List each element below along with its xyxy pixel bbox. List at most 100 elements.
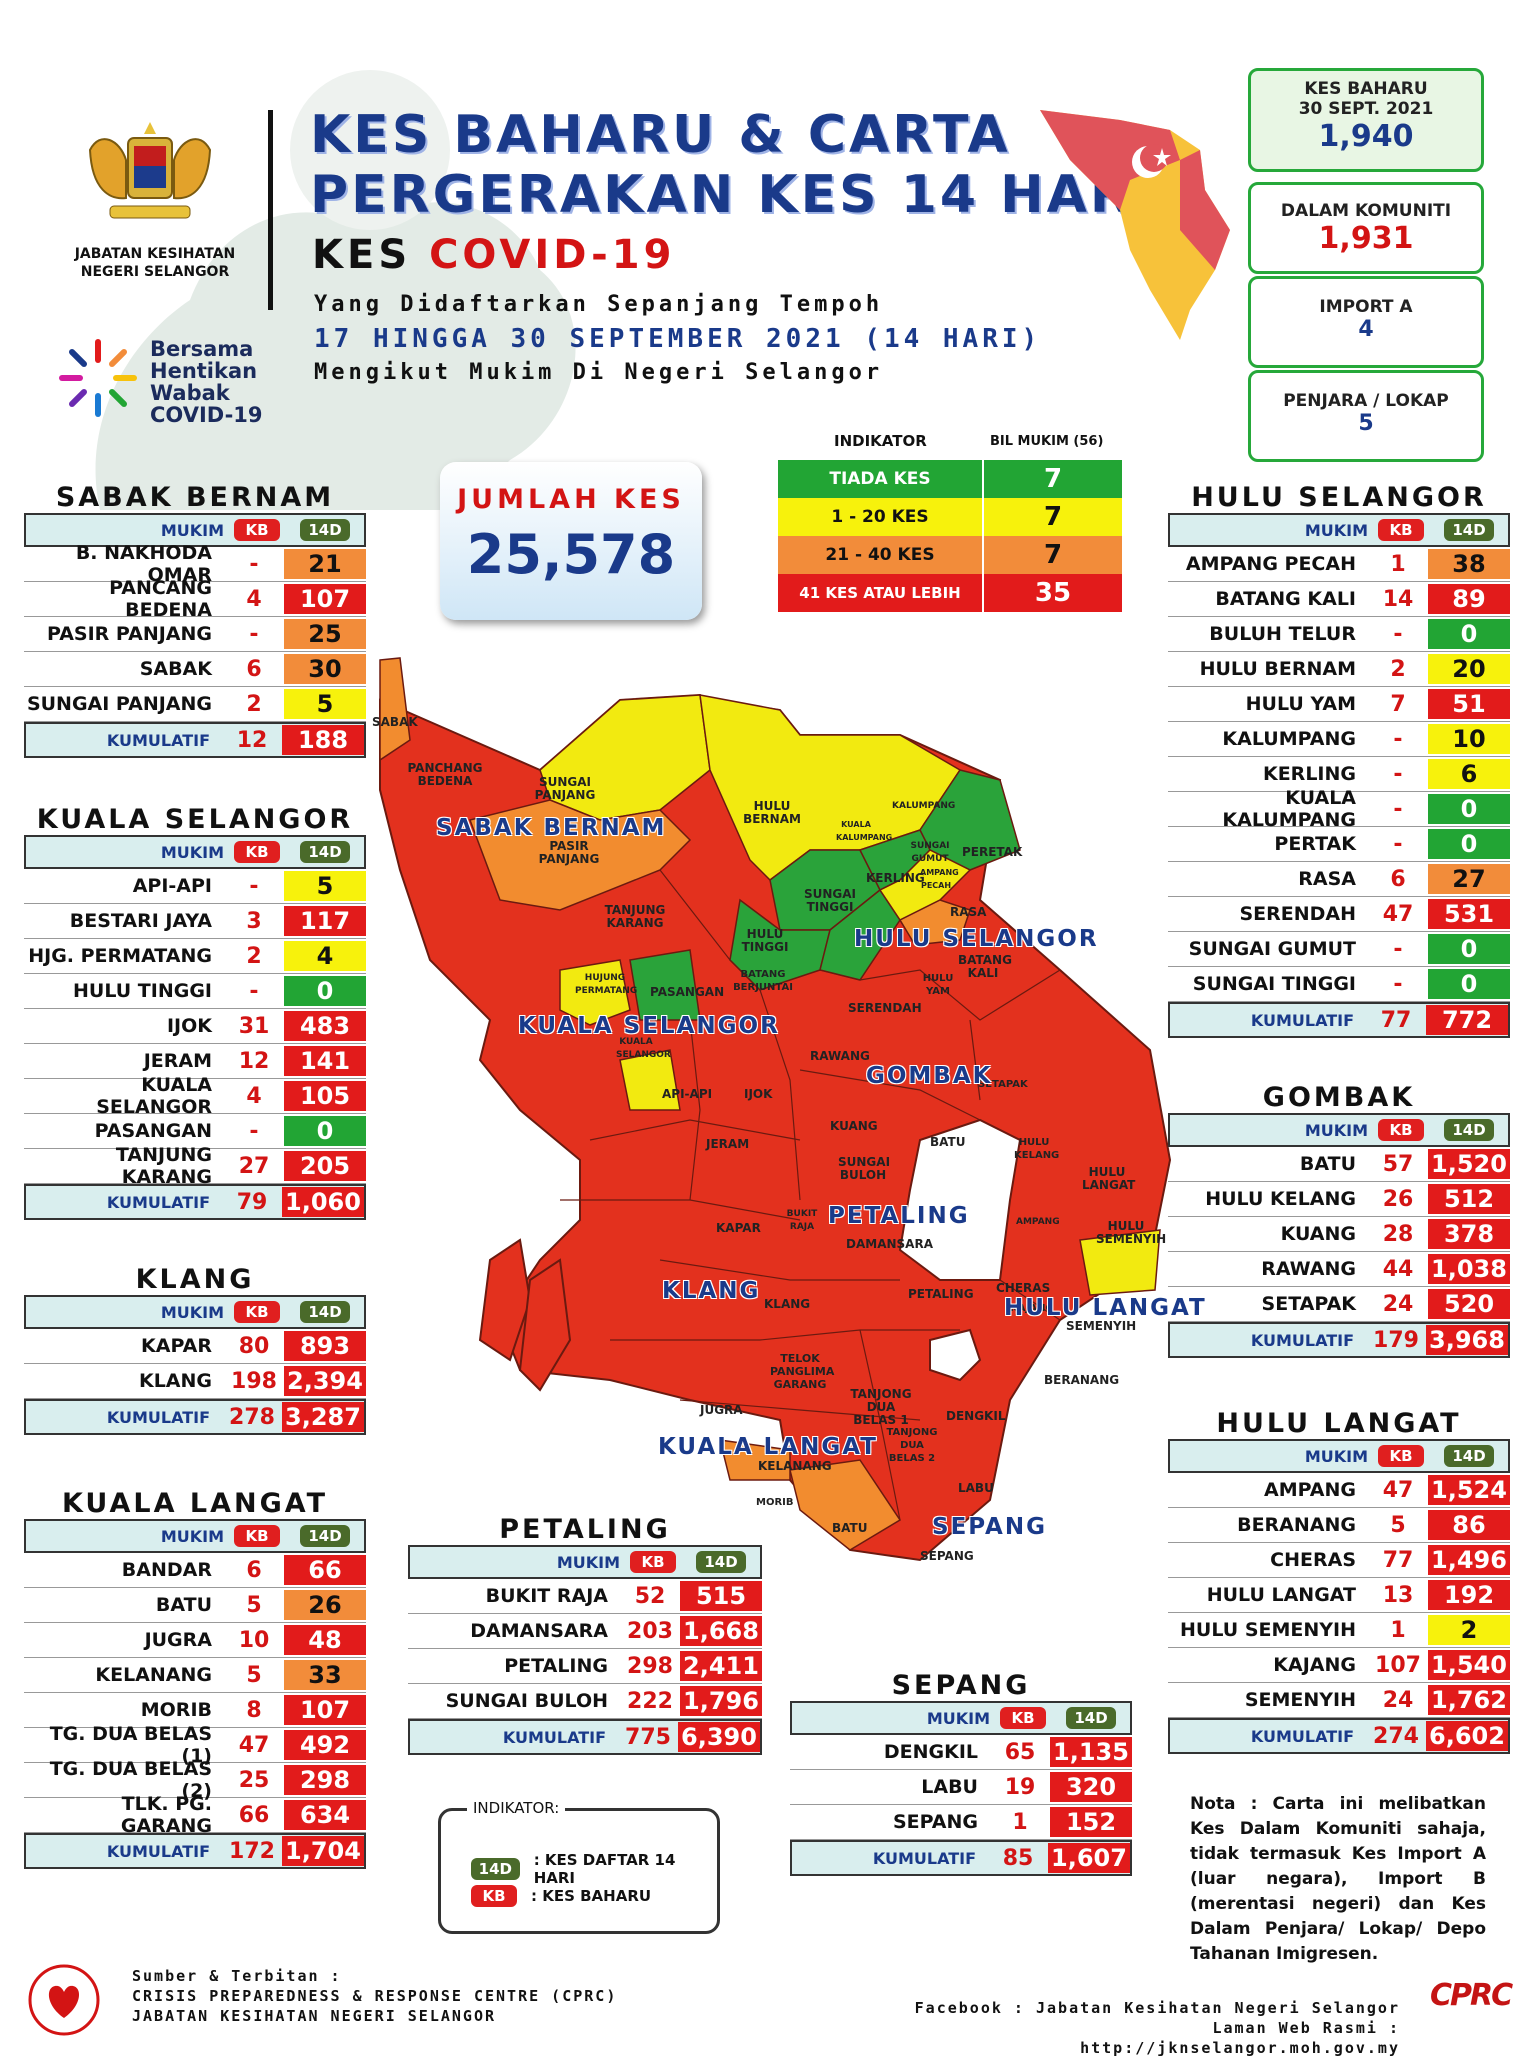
mukim-14d-value: 26 [284,1590,366,1620]
map-rasa [898,899,971,946]
map-label-telok-panglima-garang: TELOK PANGLIMA GARANG [770,1352,835,1391]
district-header-row: MUKIM KB 14D [24,513,366,547]
cprc-logo-text: CPRC [1430,1978,1513,2013]
kes-covid-label: COVID-19 [429,232,676,278]
mukim-kb-value: 298 [627,1653,673,1679]
indikator-row-1-20: 1 - 20 KES 7 [778,498,1122,536]
mukim-kb-value: 3 [246,908,262,934]
indikator-count: 7 [1043,464,1063,494]
mukim-14d-value: 520 [1428,1289,1510,1319]
map-label-hulu-langat: HULU LANGAT [1082,1165,1136,1192]
mukim-name: SEMENYIH [1244,1689,1356,1711]
bersama-line-4: COVID-19 [150,403,263,427]
mukim-kb-value: 5 [246,1592,262,1618]
kb-header-pill: KB [1378,1445,1424,1467]
kb-header-pill: KB [234,519,280,541]
mukim-14d-value: 2,394 [284,1366,366,1396]
mukim-header: MUKIM [160,1302,224,1322]
legend-kb-text: : KES BAHARU [531,1887,652,1905]
map-label-sungai-gumut: SUNGAI GUMUT [910,841,950,864]
mukim-kb-value: 2 [1390,656,1406,682]
mukim-row: KERLING -6 [1168,757,1510,792]
legend-14d: 14D : KES DAFTAR 14 HARI [471,1851,717,1887]
mukim-name: TANJUNG KARANG [115,1144,212,1188]
mukim-kb-value: 52 [634,1583,666,1609]
mukim-name: API-API [132,875,212,897]
mukim-14d-value: 10 [1428,724,1510,754]
mukim-name: CHERAS [1270,1549,1356,1571]
district-title: HULU SELANGOR [1191,482,1487,513]
mukim-14d-value: 30 [284,654,366,684]
org-line-1: JABATAN KESIHATAN [74,246,236,262]
mukim-14d-value: 1,796 [680,1686,762,1716]
mukim-row: IJOK 31 483 [24,1009,366,1044]
map-label-damansara: DAMANSARA [846,1237,933,1251]
map-putrajaya [929,1328,982,1382]
mukim-name: KERLING [1262,763,1356,785]
mukim-name: KUANG [1280,1223,1356,1245]
indikator-head-right: BIL MUKIM (56) [990,434,1104,449]
kes-covid-heading: KES COVID-19 [312,232,675,278]
mukim-kb-value: 198 [231,1368,277,1394]
stat-kes-baharu-date: 30 SEPT. 2021 [1298,99,1434,119]
kumulatif-label: KUMULATIF [502,1727,606,1747]
map-api-api [619,1049,681,1111]
stat-kes-baharu-value: 1,940 [1318,119,1414,154]
mukim-name: TLK. PG. GARANG [120,1793,212,1837]
mukim-14d-value: 0 [1428,969,1510,999]
map-label-kuang: KUANG [830,1119,878,1133]
mukim-14d-value: 51 [1428,689,1510,719]
map-label-labu: LABU [958,1481,994,1495]
district-table-kuala-selangor: KUALA SELANGOR MUKIM KB 14D API-API -5 BESTARI… [24,804,366,1220]
map-label-jeram: JERAM [706,1137,750,1151]
kumulatif-row: KUMULATIF 179 3,968 [1168,1322,1510,1358]
mukim-row: BATU 57 1,520 [1168,1147,1510,1182]
kumulatif-kb-value: 79 [236,1189,268,1215]
mukim-name: PETALING [504,1655,608,1677]
map-label-petaling: PETALING [908,1287,974,1301]
mukim-name: PERTAK [1274,833,1356,855]
mukim-kb-value: 222 [627,1688,673,1714]
mukim-kb-value: 44 [1382,1256,1414,1282]
kumulatif-kb-value: 179 [1373,1327,1419,1353]
mukim-row: PETALING 298 2,411 [408,1649,762,1684]
map-sabak [379,657,411,762]
mukim-name: HULU TINGGI [73,980,212,1002]
kumulatif-14d-value: 3,287 [282,1402,364,1432]
mukim-row: KLANG 198 2,394 [24,1364,366,1399]
mukim-row: SUNGAI PANJANG 2 5 [24,687,366,722]
kumulatif-14d-value: 1,060 [282,1187,364,1217]
map-label-sepang: SEPANG [920,1549,974,1563]
subtitle-3: Mengikut Mukim Di Negeri Selangor [314,360,884,385]
mukim-14d-value: 1,524 [1428,1475,1510,1505]
footer-source: Sumber & Terbitan : CRISIS PREPAREDNESS … [132,1966,617,2026]
mukim-kb-value: 6 [246,656,262,682]
mukim-14d-value: 1,496 [1428,1545,1510,1575]
title-line-2: PERGERAKAN KES 14 HARI [310,165,1156,225]
mukim-name: KALUMPANG [1222,728,1356,750]
mukim-row: HULU BERNAM 2 20 [1168,652,1510,687]
mukim-row: SEMENYIH 24 1,762 [1168,1683,1510,1718]
mukim-14d-value: 2 [1428,1615,1510,1645]
mukim-row: SEPANG 1 152 [790,1805,1132,1840]
map-label-batu-klg: BATU [832,1521,868,1535]
title-line-1: KES BAHARU & CARTA [310,105,1011,165]
mukim-14d-value: 107 [284,1695,366,1725]
district-header-row: MUKIM KB 14D [408,1545,762,1579]
mukim-kb-value: - [249,551,259,577]
kumulatif-14d-value: 1,607 [1048,1843,1130,1873]
mukim-row: RASA 6 27 [1168,862,1510,897]
kb-header-pill: KB [234,841,280,863]
map-label-hulu-kelang: HULU KELANG [1014,1137,1060,1161]
mukim-row: KUANG 28 378 [1168,1217,1510,1252]
footer-facebook: Facebook : Jabatan Kesihatan Negeri Sela… [914,1999,1400,2017]
map-label-tanjong-dua-belas-1: TANJONG DUA BELAS 1 [850,1387,912,1427]
district-table-kuala-langat: KUALA LANGAT MUKIM KB 14D BANDAR 6 66 BATU 5 26 JU… [24,1488,366,1869]
mukim-row: JUGRA 10 48 [24,1623,366,1658]
map-label-kelanang: KELANANG [758,1459,832,1473]
stat-dalam-komuniti: DALAM KOMUNITI 1,931 [1248,182,1484,274]
map-pasir-panjang [469,799,692,911]
mukim-kb-value: 31 [238,1013,270,1039]
mukim-name: KUALA SELANGOR [96,1074,212,1118]
map-label-hulu-bernam: HULU BERNAM [743,799,801,826]
